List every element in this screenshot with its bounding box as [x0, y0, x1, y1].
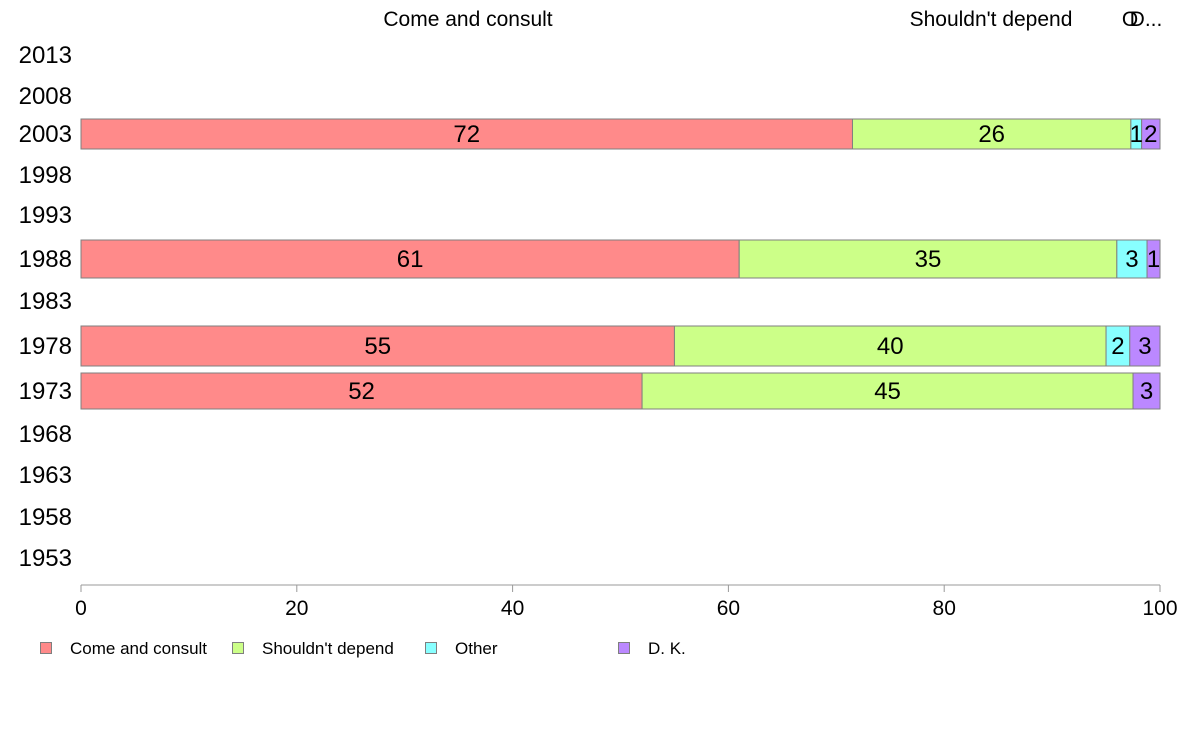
y-tick-label-1998: 1998: [19, 162, 72, 189]
bar-value-label: 3: [1138, 333, 1151, 360]
y-tick-label-1983: 1983: [19, 288, 72, 315]
legend-label: D. K.: [648, 639, 686, 658]
bar-value-label: 52: [348, 378, 375, 405]
bar-segment: [1132, 372, 1161, 410]
bar-value-label: 40: [877, 333, 904, 360]
x-tick-label: 0: [75, 597, 87, 620]
y-tick-label-1968: 1968: [19, 421, 72, 448]
legend-label: Shouldn't depend: [262, 639, 394, 658]
y-axis-tick-labels: 2013 2008 2003 1998 1993 1988 1983 1978 1973 1968…: [19, 42, 72, 572]
bar-value-label: 55: [364, 333, 391, 360]
y-tick-label-1978: 1978: [19, 333, 72, 360]
legend-swatch: [40, 642, 52, 654]
bar-segment: [641, 372, 1134, 410]
bar-value-label: 3: [1140, 378, 1153, 405]
y-tick-label-1963: 1963: [19, 462, 72, 489]
bar-value-label: 3: [1125, 246, 1138, 273]
x-axis: 0 20 40 60 80 100: [75, 584, 1178, 620]
y-tick-label-2013: 2013: [19, 42, 72, 69]
bars: [80, 118, 1161, 410]
bar-segment: [851, 118, 1132, 150]
bar-segment: [1146, 239, 1161, 279]
y-tick-label-1993: 1993: [19, 202, 72, 229]
bar-value-label: 35: [915, 246, 942, 273]
bar-value-label: 1: [1147, 246, 1160, 273]
top-series-label: D...: [1130, 8, 1163, 31]
y-tick-label-1958: 1958: [19, 504, 72, 531]
x-tick-label: 60: [717, 597, 740, 620]
y-tick-label-1953: 1953: [19, 545, 72, 572]
legend-swatch: [618, 642, 630, 654]
bar-value-label: 2: [1144, 121, 1157, 148]
bar-segment: [80, 239, 740, 279]
x-tick-label: 100: [1142, 597, 1177, 620]
legend-swatch: [232, 642, 244, 654]
top-series-label: Come and consult: [383, 8, 552, 31]
bar-segment: [1141, 118, 1161, 150]
legend-label: Come and consult: [70, 639, 208, 658]
bar-value-label: 1: [1130, 121, 1143, 148]
y-tick-label-1988: 1988: [19, 246, 72, 273]
y-tick-label-2003: 2003: [19, 121, 72, 148]
x-tick-label: 80: [933, 597, 956, 620]
bar-segment: [80, 325, 675, 367]
bar-value-label: 45: [874, 378, 901, 405]
bar-value-labels: 72 26 1 261 35 3 155 40 2 352 45 3: [348, 121, 1160, 405]
bar-value-label: 2: [1111, 333, 1124, 360]
x-tick-label: 40: [501, 597, 524, 620]
legend-label: Other: [455, 639, 498, 658]
bar-value-label: 26: [978, 121, 1005, 148]
top-series-label: Shouldn't depend: [910, 8, 1073, 31]
bar-value-label: 61: [397, 246, 424, 273]
bar-segment: [1116, 239, 1148, 279]
legend-swatch: [425, 642, 437, 654]
bar-segment: [1129, 325, 1161, 367]
y-tick-label-1973: 1973: [19, 378, 72, 405]
top-labels: Come and consult Shouldn't depend OD...: [383, 8, 1162, 31]
bar-value-label: 72: [453, 121, 480, 148]
y-tick-label-2008: 2008: [19, 83, 72, 110]
x-tick-label: 20: [285, 597, 308, 620]
top-series-label: O: [1122, 8, 1138, 31]
